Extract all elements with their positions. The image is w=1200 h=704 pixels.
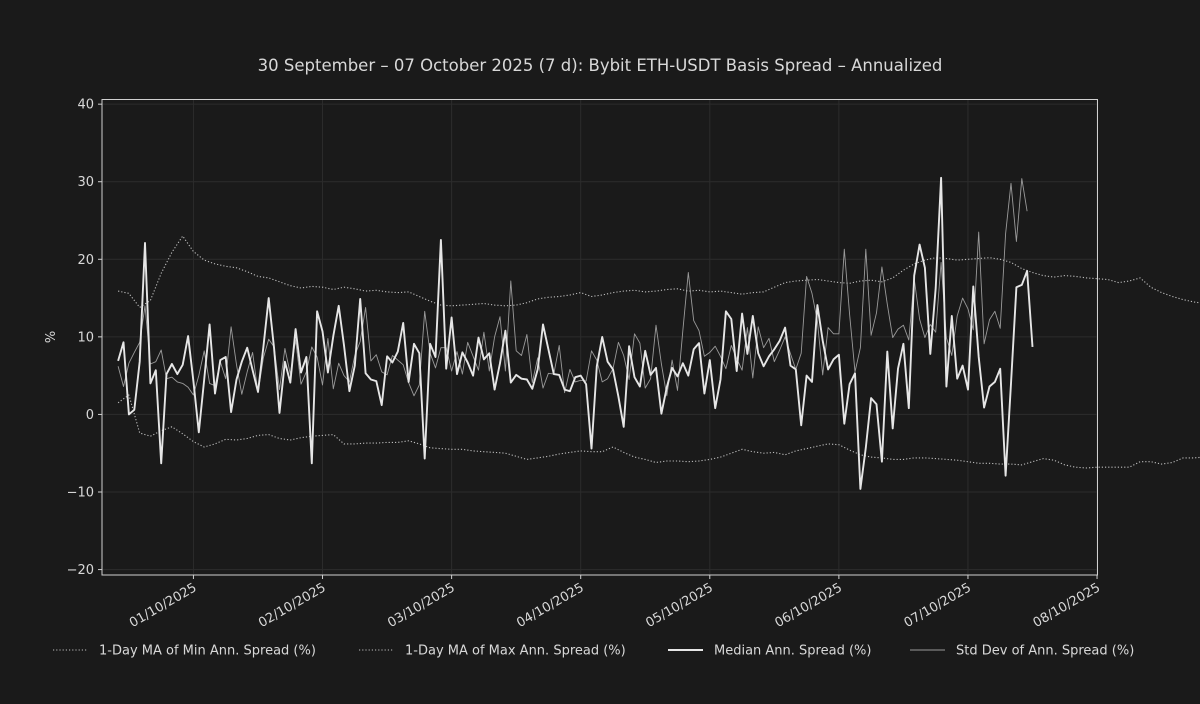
chart-title: 30 September – 07 October 2025 (7 d): By… <box>258 56 943 75</box>
legend: 1-Day MA of Min Ann. Spread (%) 1-Day MA … <box>53 644 1134 659</box>
legend-label: 1-Day MA of Max Ann. Spread (%) <box>405 644 626 659</box>
plot-area <box>117 176 1200 490</box>
series-line-4 <box>117 178 1028 397</box>
legend-item-3: Median Ann. Spread (%) <box>668 644 871 659</box>
legend-item-4: Std Dev of Ann. Spread (%) <box>910 644 1134 659</box>
y-tick-label: 40 <box>77 98 94 113</box>
y-tick-label: 20 <box>77 253 94 268</box>
y-tick-label: 30 <box>77 175 94 190</box>
series-line-3 <box>117 176 1034 490</box>
y-tick-label: −20 <box>67 563 94 578</box>
y-axis: −20 −10 0 10 20 30 40 <box>67 98 102 578</box>
y-tick-label: −10 <box>67 486 94 501</box>
legend-label: 1-Day MA of Min Ann. Spread (%) <box>99 644 316 659</box>
y-axis-label: % <box>44 331 59 343</box>
y-tick-label: 0 <box>86 408 94 423</box>
y-tick-label: 10 <box>77 330 94 345</box>
legend-item-2: 1-Day MA of Max Ann. Spread (%) <box>359 644 626 659</box>
legend-label: Median Ann. Spread (%) <box>714 644 871 659</box>
legend-item-1: 1-Day MA of Min Ann. Spread (%) <box>53 644 316 659</box>
legend-label: Std Dev of Ann. Spread (%) <box>956 644 1134 659</box>
